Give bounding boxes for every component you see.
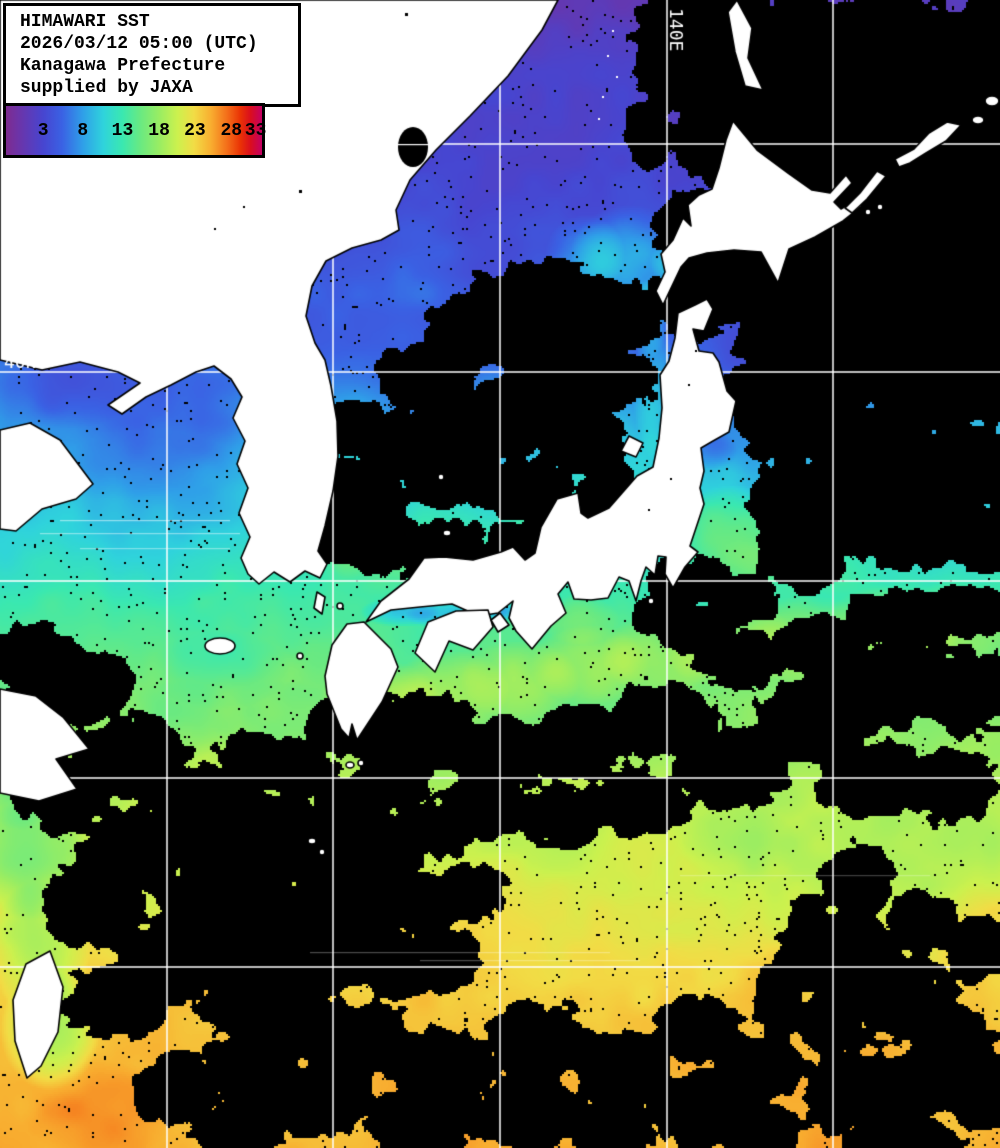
colorbar-tick: 33 bbox=[244, 120, 267, 141]
colorbar-tick: 28 bbox=[220, 120, 243, 141]
colorbar-legend: 3 8 13 18 23 28 33 bbox=[3, 103, 267, 158]
attribution: supplied by JAXA bbox=[20, 78, 193, 98]
colorbar-tick: 3 bbox=[37, 120, 49, 141]
colorbar-tick: 13 bbox=[111, 120, 134, 141]
colorbar-tick: 18 bbox=[148, 120, 170, 141]
colorbar-gradient bbox=[6, 106, 262, 155]
colorbar-tick: 23 bbox=[184, 120, 206, 141]
title-box: HIMAWARI SST 2026/03/12 05:00 (UTC) Kana… bbox=[3, 3, 301, 107]
region-name: Kanagawa Prefecture bbox=[20, 56, 226, 76]
product-name: HIMAWARI SST bbox=[20, 12, 150, 32]
colorbar-tick: 8 bbox=[77, 120, 89, 141]
timestamp: 2026/03/12 05:00 (UTC) bbox=[20, 34, 258, 54]
